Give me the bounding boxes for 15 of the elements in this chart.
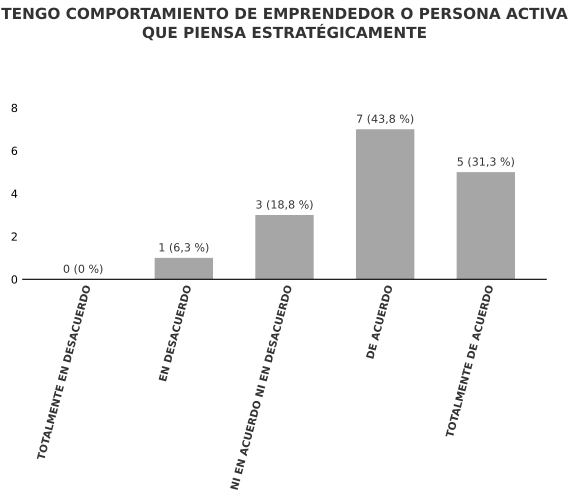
y-tick-label: 0 bbox=[12, 275, 18, 284]
chart-title: TENGO COMPORTAMIENTO DE EMPRENDEDOR O PERSONA ACTIVA QUE PIENSA ESTRATÉGICAMENTE bbox=[1, 8, 568, 40]
bar bbox=[456, 172, 516, 280]
y-tick-label: 2 bbox=[12, 232, 17, 241]
bar bbox=[255, 214, 314, 280]
y-tick-label: 4 bbox=[11, 190, 18, 198]
y-tick-label: 6 bbox=[12, 146, 18, 156]
data-label: 7 (43,8 %) bbox=[357, 114, 414, 124]
data-label: 1 (6,3 %) bbox=[160, 242, 208, 253]
data-label: 0 (0 %) bbox=[64, 264, 102, 274]
data-label: 3 (18,8 %) bbox=[256, 200, 313, 210]
y-tick-label: 8 bbox=[12, 104, 18, 112]
bar bbox=[154, 258, 214, 280]
data-label: 5 (31,3 %) bbox=[458, 157, 514, 168]
bar bbox=[356, 129, 414, 280]
